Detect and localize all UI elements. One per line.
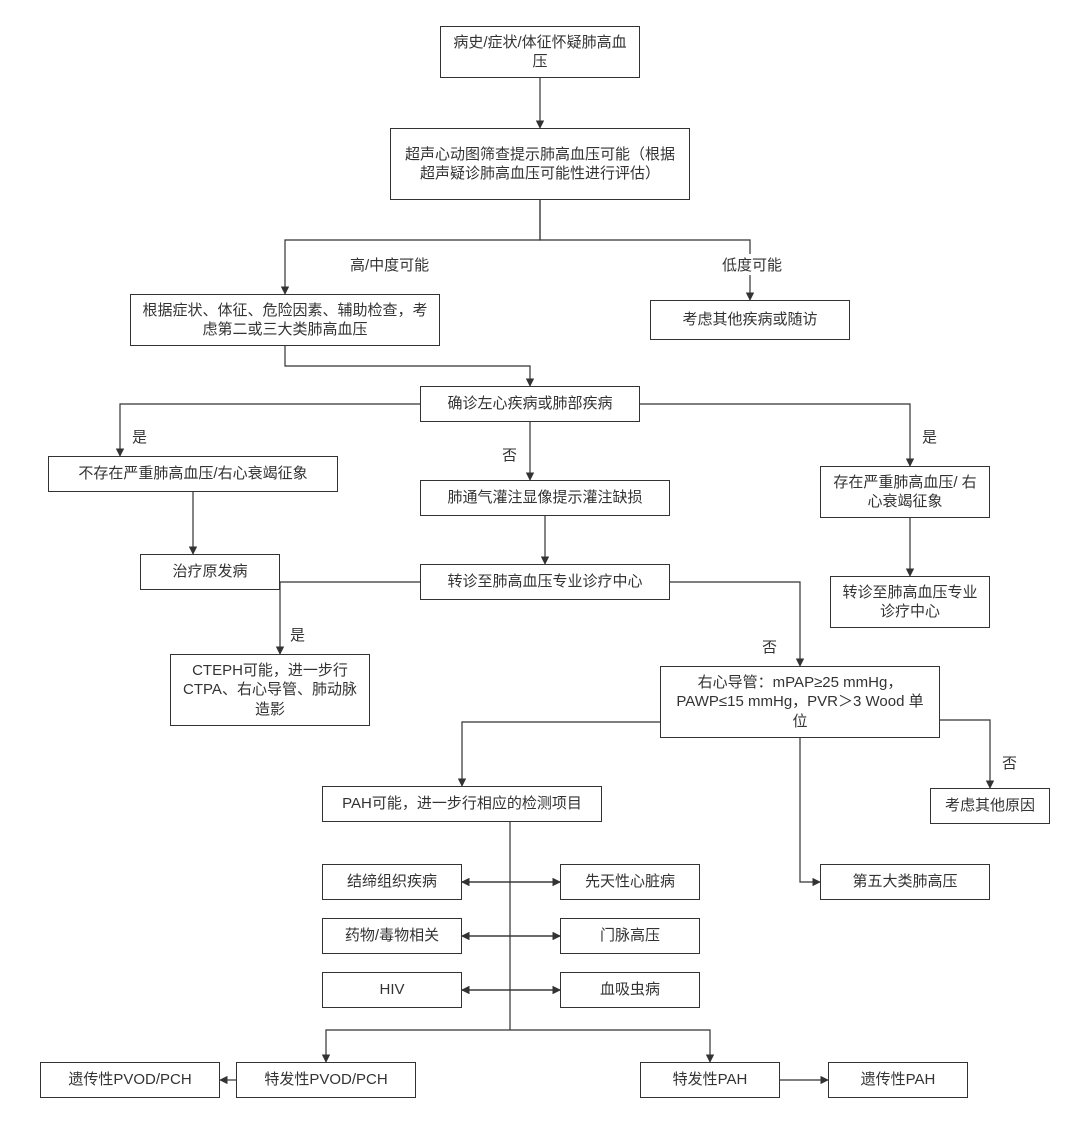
edge-label-6: 否	[500, 444, 519, 465]
node-n11: 转诊至肺高血压专业诊疗中心	[830, 576, 990, 628]
node-n4: 考虑其他疾病或随访	[650, 300, 850, 340]
node-n19: 门脉高压	[560, 918, 700, 954]
edge-5	[640, 404, 910, 466]
node-n8: 肺通气灌注显像提示灌注缺损	[420, 480, 670, 516]
edge-label-4: 是	[130, 426, 149, 447]
node-n1: 病史/症状/体征怀疑肺高血压	[440, 26, 640, 78]
edge-label-13: 否	[1000, 752, 1019, 773]
node-n2: 超声心动图筛查提示肺高血压可能（根据超声疑诊肺高血压可能性进行评估）	[390, 128, 690, 200]
node-n18: 药物/毒物相关	[322, 918, 462, 954]
edge-2	[540, 200, 750, 300]
node-n24: 特发性PAH	[640, 1062, 780, 1098]
node-n17: 先天性心脏病	[560, 864, 700, 900]
node-n16: 结缔组织疾病	[322, 864, 462, 900]
edge-13	[940, 720, 990, 788]
node-n6: 不存在严重肺高血压/右心衰竭征象	[48, 456, 338, 492]
edge-label-11: 否	[760, 636, 779, 657]
edge-11	[670, 582, 800, 666]
edge-14	[800, 738, 820, 882]
node-n12: CTEPH可能，进一步行CTPA、右心导管、肺动脉造影	[170, 654, 370, 726]
node-n21: 血吸虫病	[560, 972, 700, 1008]
edge-28	[326, 1030, 510, 1062]
node-n20: HIV	[322, 972, 462, 1008]
edge-12	[462, 722, 660, 786]
node-n5: 确诊左心疾病或肺部疾病	[420, 386, 640, 422]
edge-label-2: 低度可能	[720, 254, 784, 275]
node-n13: 右心导管：mPAP≥25 mmHg，PAWP≤15 mmHg，PVR＞3 Woo…	[660, 666, 940, 738]
edge-label-1: 高/中度可能	[348, 254, 431, 275]
node-n9: 存在严重肺高血压/ 右心衰竭征象	[820, 466, 990, 518]
node-n15: 考虑其他原因	[930, 788, 1050, 824]
node-n23: 遗传性PVOD/PCH	[40, 1062, 220, 1098]
node-n25: 遗传性PAH	[828, 1062, 968, 1098]
node-n7: 治疗原发病	[140, 554, 280, 590]
edge-1	[285, 200, 540, 294]
edge-label-10: 是	[288, 624, 307, 645]
edge-label-5: 是	[920, 426, 939, 447]
edge-4	[120, 404, 420, 456]
node-n14: PAH可能，进一步行相应的检测项目	[322, 786, 602, 822]
node-n3: 根据症状、体征、危险因素、辅助检查，考虑第二或三大类肺高血压	[130, 294, 440, 346]
edge-3	[285, 346, 530, 386]
edge-29	[510, 1030, 710, 1062]
node-n10: 转诊至肺高血压专业诊疗中心	[420, 564, 670, 600]
node-n22: 特发性PVOD/PCH	[236, 1062, 416, 1098]
flowchart-canvas: 病史/症状/体征怀疑肺高血压超声心动图筛查提示肺高血压可能（根据超声疑诊肺高血压…	[0, 0, 1080, 1132]
node-n26: 第五大类肺高压	[820, 864, 990, 900]
